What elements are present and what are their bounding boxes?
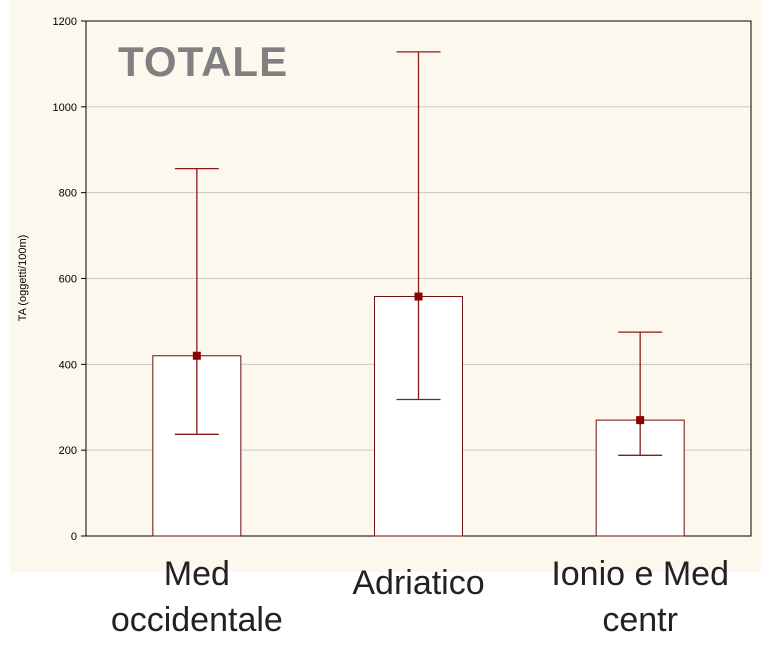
y-tick-label: 1200 xyxy=(53,16,77,28)
chart-title: TOTALE xyxy=(118,38,289,85)
y-tick-label: 0 xyxy=(71,531,77,543)
y-axis-label: TA (oggetti/100m) xyxy=(17,235,29,322)
y-axis: 0 200 400 600 800 1000 1200 xyxy=(53,16,86,543)
error-bars xyxy=(174,51,663,456)
y-tick-label: 400 xyxy=(59,359,77,371)
mean-marker xyxy=(192,351,201,360)
y-tick-label: 800 xyxy=(59,188,77,200)
y-tick-label: 200 xyxy=(59,445,77,457)
x-category-label: Ionio e Med centr xyxy=(551,555,729,639)
y-tick-label: 600 xyxy=(59,274,77,286)
mean-marker xyxy=(414,292,423,301)
y-tick-label: 1000 xyxy=(53,102,77,114)
mean-marker xyxy=(636,416,645,425)
x-category-label: Adriatico xyxy=(352,564,485,602)
x-category-label: Med occidentale xyxy=(110,555,283,639)
